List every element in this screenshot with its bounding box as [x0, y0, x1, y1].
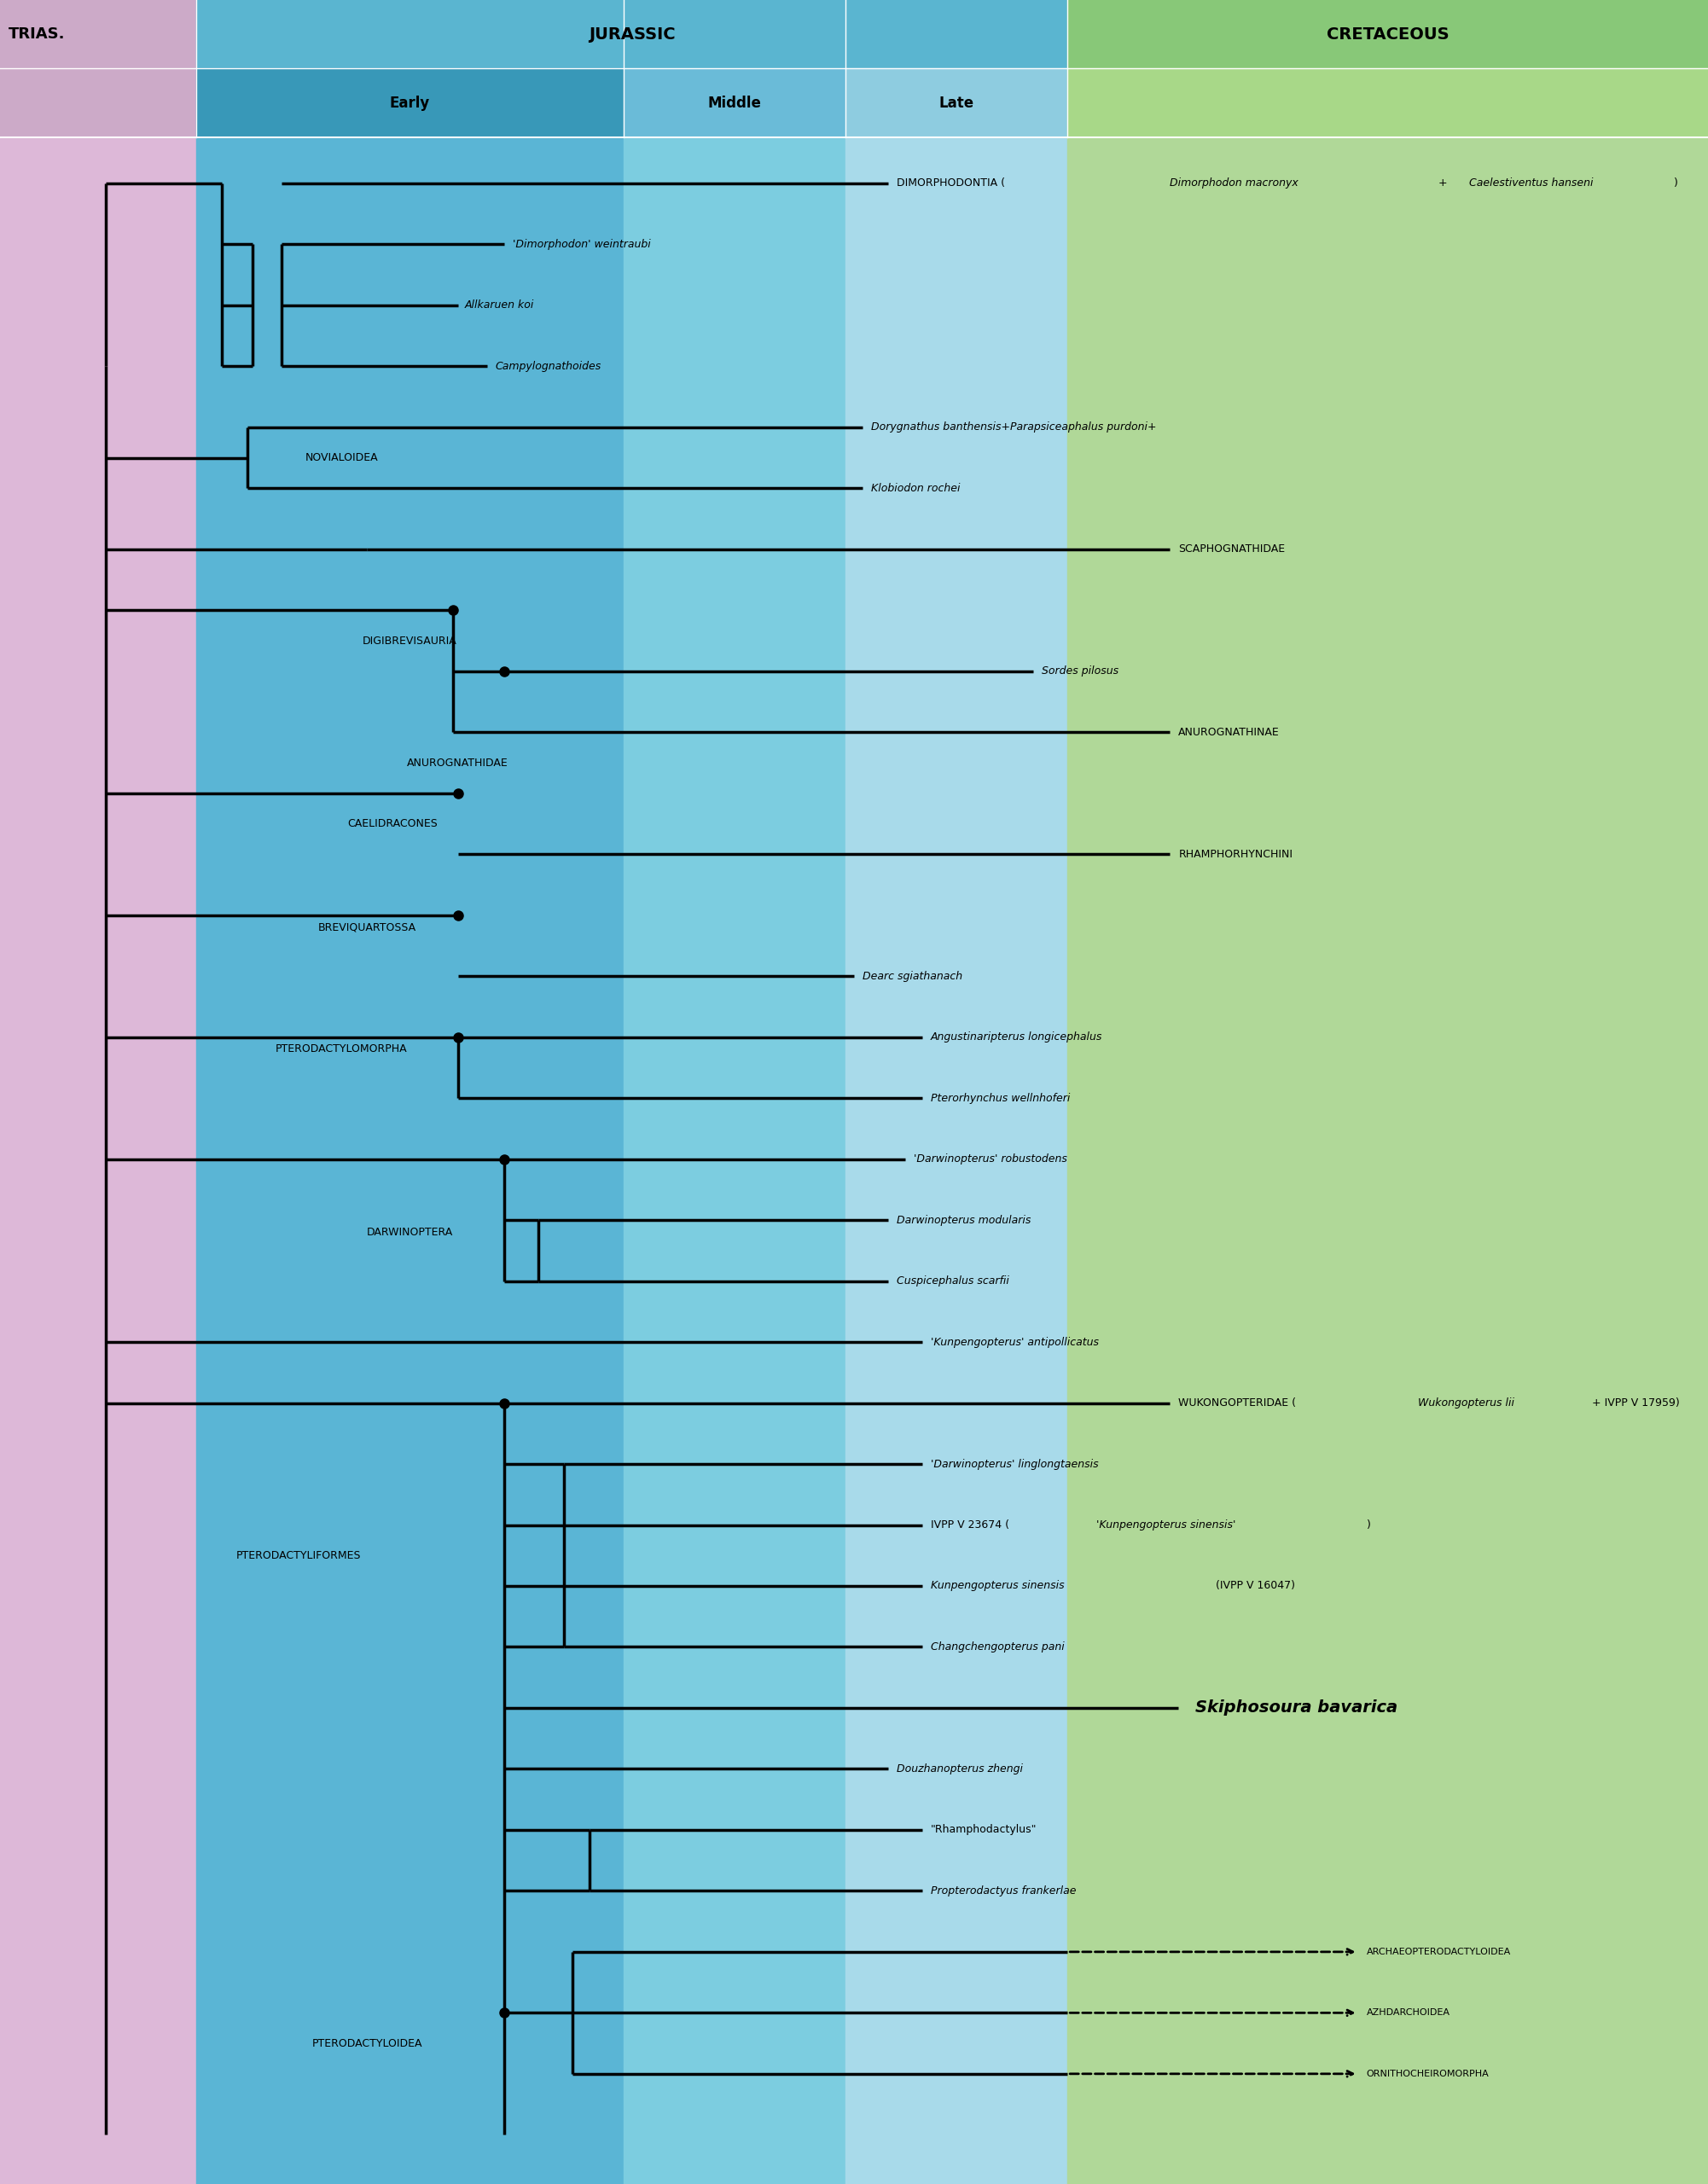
Bar: [623, 0, 845, 2184]
Text: ): ): [1366, 1520, 1370, 1531]
Text: PTERODACTYLIFORMES: PTERODACTYLIFORMES: [236, 1551, 362, 1562]
Text: 'Dimorphodon' weintraubi: 'Dimorphodon' weintraubi: [512, 238, 651, 249]
Text: Skiphosoura bavarica: Skiphosoura bavarica: [1196, 1699, 1397, 1717]
Bar: [196, 0, 623, 2184]
Text: Changchengopterus pani: Changchengopterus pani: [931, 1642, 1064, 1653]
Text: ANUROGNATHINAE: ANUROGNATHINAE: [1179, 727, 1279, 738]
Text: 'Darwinopterus' robustodens: 'Darwinopterus' robustodens: [914, 1153, 1068, 1164]
Bar: [1068, 0, 1708, 68]
Text: Early: Early: [389, 96, 430, 111]
Text: Dorygnathus banthensis+Parapsiceaphalus purdoni+: Dorygnathus banthensis+Parapsiceaphalus …: [871, 422, 1156, 432]
Text: DIMORPHODONTIA (: DIMORPHODONTIA (: [897, 177, 1004, 190]
Text: Pterorhynchus wellnhoferi: Pterorhynchus wellnhoferi: [931, 1092, 1071, 1103]
Text: SCAPHOGNATHIDAE: SCAPHOGNATHIDAE: [1179, 544, 1284, 555]
Text: Douzhanopterus zhengi: Douzhanopterus zhengi: [897, 1762, 1023, 1773]
Bar: [1068, 68, 1708, 138]
Text: IVPP V 23674 (: IVPP V 23674 (: [931, 1520, 1009, 1531]
Text: TRIAS.: TRIAS.: [9, 26, 65, 41]
Bar: [845, 0, 1068, 2184]
Text: Middle: Middle: [707, 96, 762, 111]
Text: + IVPP V 17959): + IVPP V 17959): [1588, 1398, 1679, 1409]
Text: NOVIALOIDEA: NOVIALOIDEA: [306, 452, 377, 463]
Text: Allkaruen koi: Allkaruen koi: [465, 299, 535, 310]
Bar: [0, 0, 196, 68]
Text: DARWINOPTERA: DARWINOPTERA: [367, 1227, 453, 1238]
Text: CRETACEOUS: CRETACEOUS: [1327, 26, 1448, 41]
Text: 'Darwinopterus' linglongtaensis: 'Darwinopterus' linglongtaensis: [931, 1459, 1098, 1470]
Text: Late: Late: [939, 96, 974, 111]
Text: ANUROGNATHIDAE: ANUROGNATHIDAE: [407, 758, 509, 769]
Text: Kunpengopterus sinensis: Kunpengopterus sinensis: [931, 1581, 1064, 1592]
Bar: [0, 68, 196, 138]
Text: +: +: [1435, 177, 1450, 190]
Bar: [0, 0, 196, 2184]
Text: Wukongopterus lii: Wukongopterus lii: [1418, 1398, 1513, 1409]
Text: AZHDARCHOIDEA: AZHDARCHOIDEA: [1366, 2009, 1450, 2018]
Bar: [196, 0, 1068, 68]
Text: Sordes pilosus: Sordes pilosus: [1042, 666, 1119, 677]
Bar: [623, 68, 845, 138]
Text: BREVIQUARTOSSA: BREVIQUARTOSSA: [318, 922, 417, 933]
Bar: [845, 68, 1068, 138]
Text: Angustinaripterus longicephalus: Angustinaripterus longicephalus: [931, 1031, 1103, 1042]
Text: PTERODACTYLOMORPHA: PTERODACTYLOMORPHA: [275, 1044, 408, 1055]
Text: Klobiodon rochei: Klobiodon rochei: [871, 483, 960, 494]
Text: Dearc sgiathanach: Dearc sgiathanach: [863, 970, 963, 981]
Text: Propterodactyus frankerlae: Propterodactyus frankerlae: [931, 1885, 1076, 1896]
Text: RHAMPHORHYNCHINI: RHAMPHORHYNCHINI: [1179, 850, 1293, 860]
Text: (IVPP V 16047): (IVPP V 16047): [1213, 1581, 1295, 1592]
Text: CAELIDRACONES: CAELIDRACONES: [348, 819, 437, 830]
Text: Darwinopterus modularis: Darwinopterus modularis: [897, 1214, 1032, 1225]
Text: JURASSIC: JURASSIC: [589, 26, 675, 41]
Text: WUKONGOPTERIDAE (: WUKONGOPTERIDAE (: [1179, 1398, 1296, 1409]
Bar: [1068, 0, 1708, 2184]
Text: Cuspicephalus scarfii: Cuspicephalus scarfii: [897, 1275, 1009, 1286]
Text: ORNITHOCHEIROMORPHA: ORNITHOCHEIROMORPHA: [1366, 2070, 1489, 2077]
Text: DIGIBREVISAURIA: DIGIBREVISAURIA: [362, 636, 458, 646]
Text: ARCHAEOPTERODACTYLOIDEA: ARCHAEOPTERODACTYLOIDEA: [1366, 1948, 1512, 1957]
Text: Dimorphodon macronyx: Dimorphodon macronyx: [1170, 177, 1298, 190]
Text: Campylognathoides: Campylognathoides: [495, 360, 601, 371]
Text: "Rhamphodactylus": "Rhamphodactylus": [931, 1824, 1037, 1835]
Text: 'Kunpengopterus' antipollicatus: 'Kunpengopterus' antipollicatus: [931, 1337, 1098, 1348]
Text: ): ): [1674, 177, 1677, 190]
Text: 'Kunpengopterus sinensis': 'Kunpengopterus sinensis': [1097, 1520, 1237, 1531]
Text: Caelestiventus hanseni: Caelestiventus hanseni: [1469, 177, 1594, 190]
Bar: [196, 68, 623, 138]
Text: PTERODACTYLOIDEA: PTERODACTYLOIDEA: [313, 2038, 422, 2049]
